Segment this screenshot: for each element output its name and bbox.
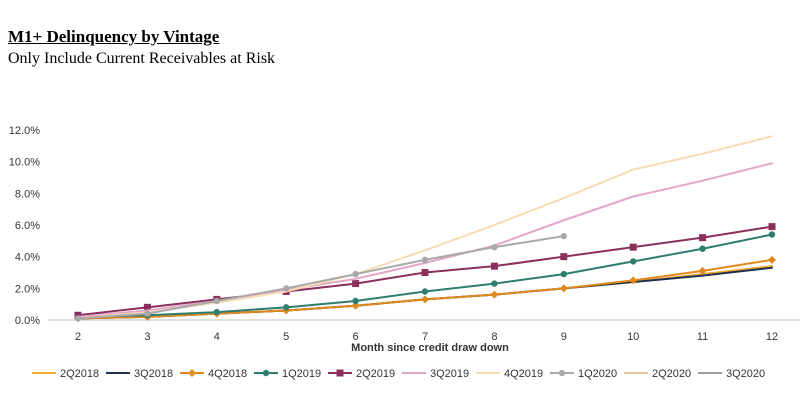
- legend-label: 3Q2018: [134, 368, 173, 380]
- data-point: [262, 369, 270, 377]
- chart-subtitle: Only Include Current Receivables at Risk: [8, 50, 276, 67]
- legend-label: 2Q2019: [356, 368, 395, 380]
- data-point: [421, 288, 429, 295]
- legend: 2Q2018 3Q2018 4Q2018 1Q2019 2Q2019 3Q2019 4Q20…: [32, 368, 765, 380]
- legend-label: 1Q2019: [282, 368, 321, 380]
- x-tick-label: 2: [75, 331, 81, 343]
- data-point: [74, 315, 82, 322]
- x-tick-label: 7: [422, 331, 428, 343]
- data-point: [421, 269, 429, 276]
- chart-title: M1+ Delinquency by Vintage: [8, 27, 220, 46]
- data-point: [698, 266, 707, 275]
- data-point: [560, 253, 568, 261]
- legend-item: 1Q2020: [550, 368, 617, 380]
- data-point: [490, 262, 498, 270]
- data-point: [699, 245, 706, 252]
- x-tick-label: 8: [491, 331, 497, 343]
- legend-item: 3Q2018: [106, 368, 173, 380]
- data-point: [629, 243, 637, 251]
- legend-item: 2Q2020: [624, 368, 691, 380]
- legend-label: 4Q2019: [504, 368, 543, 380]
- series-line: [77, 235, 565, 320]
- data-point: [351, 301, 360, 310]
- data-point: [491, 280, 498, 287]
- data-point: [188, 369, 196, 377]
- legend-label: 4Q2018: [208, 368, 247, 380]
- legend-label: 2Q2018: [60, 368, 99, 380]
- x-axis-label: Month since credit draw down: [351, 342, 509, 354]
- x-tick-label: 12: [766, 331, 778, 343]
- legend-label: 2Q2020: [652, 368, 691, 380]
- data-point: [143, 303, 151, 311]
- legend-label: 3Q2020: [726, 368, 765, 380]
- y-tick-label: 6.0%: [15, 220, 40, 232]
- axes: 0.0% 2.0% 4.0% 6.0% 8.0% 10.0% 12.0% 2 3 4 5 6 7 8 9 10…: [9, 125, 800, 343]
- y-tick-label: 10.0%: [9, 157, 40, 169]
- data-point: [336, 369, 344, 377]
- x-tick-label: 5: [283, 331, 289, 343]
- data-point: [559, 284, 568, 293]
- y-tick-label: 0.0%: [15, 315, 40, 327]
- data-point: [213, 297, 220, 305]
- data-point: [283, 285, 290, 292]
- series-1Q2020: [74, 232, 567, 322]
- legend-item: 4Q2019: [476, 368, 543, 380]
- data-point: [421, 256, 429, 264]
- series-layer: [74, 135, 776, 323]
- y-tick-label: 8.0%: [15, 188, 40, 200]
- x-tick-label: 11: [697, 331, 708, 343]
- legend-item: 1Q2019: [254, 368, 321, 380]
- data-point: [699, 234, 707, 242]
- y-tick-label: 4.0%: [15, 252, 40, 264]
- x-tick-label: 3: [144, 331, 150, 343]
- x-tick-label: 4: [214, 331, 220, 343]
- x-tick-label: 9: [561, 331, 567, 343]
- legend-label: 1Q2020: [578, 368, 617, 380]
- data-point: [421, 295, 429, 304]
- data-point: [352, 297, 359, 305]
- legend-item: 2Q2018: [32, 368, 99, 380]
- data-point: [768, 231, 776, 238]
- data-point: [629, 276, 638, 285]
- data-point: [768, 223, 776, 231]
- data-point: [558, 369, 566, 377]
- y-tick-label: 2.0%: [15, 283, 40, 295]
- legend-item: 2Q2019: [328, 368, 395, 380]
- data-point: [630, 258, 637, 265]
- x-tick-label: 10: [627, 331, 639, 343]
- data-point: [491, 243, 498, 251]
- data-point: [768, 255, 776, 264]
- legend-item: 3Q2019: [402, 368, 469, 380]
- data-point: [352, 270, 359, 278]
- data-point: [144, 310, 151, 317]
- legend-item: 3Q2020: [698, 368, 765, 380]
- legend-label: 3Q2019: [430, 368, 469, 380]
- data-point: [560, 270, 567, 278]
- data-point: [213, 308, 220, 316]
- data-point: [490, 290, 499, 299]
- title-block: M1+ Delinquency by Vintage Only Include …: [8, 26, 275, 70]
- legend-item: 4Q2018: [180, 368, 247, 380]
- y-tick-label: 12.0%: [9, 125, 40, 137]
- data-point: [352, 280, 360, 288]
- x-tick-label: 6: [353, 331, 359, 343]
- series-2Q2019: [74, 223, 776, 319]
- data-point: [560, 232, 567, 240]
- data-point: [283, 304, 290, 311]
